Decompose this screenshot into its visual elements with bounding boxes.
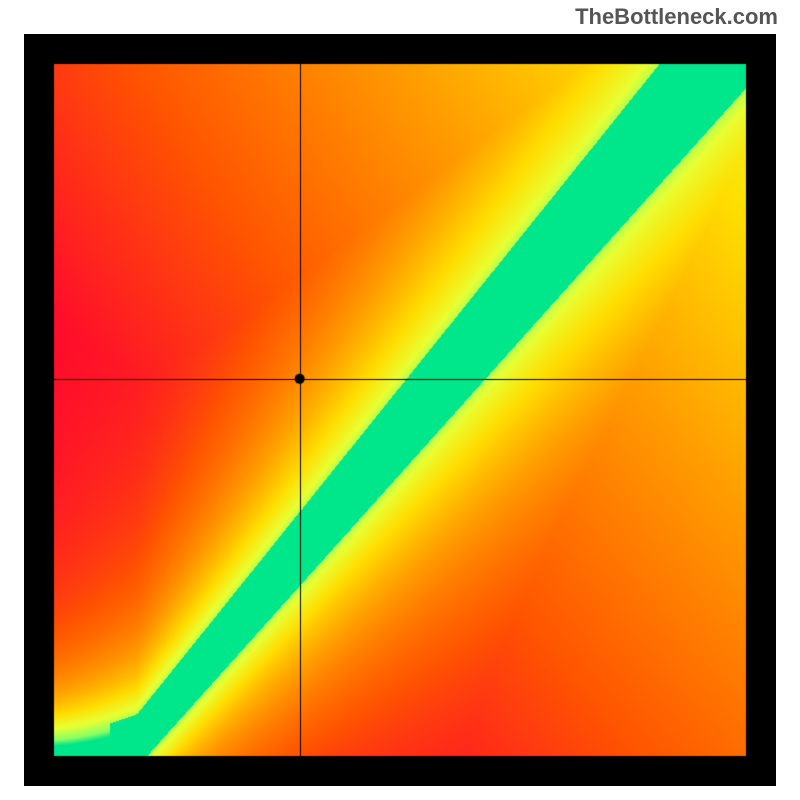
heatmap-plot-area xyxy=(24,34,776,786)
watermark-label: TheBottleneck.com xyxy=(575,4,778,30)
heatmap-canvas xyxy=(24,34,776,786)
chart-container: TheBottleneck.com xyxy=(0,0,800,800)
